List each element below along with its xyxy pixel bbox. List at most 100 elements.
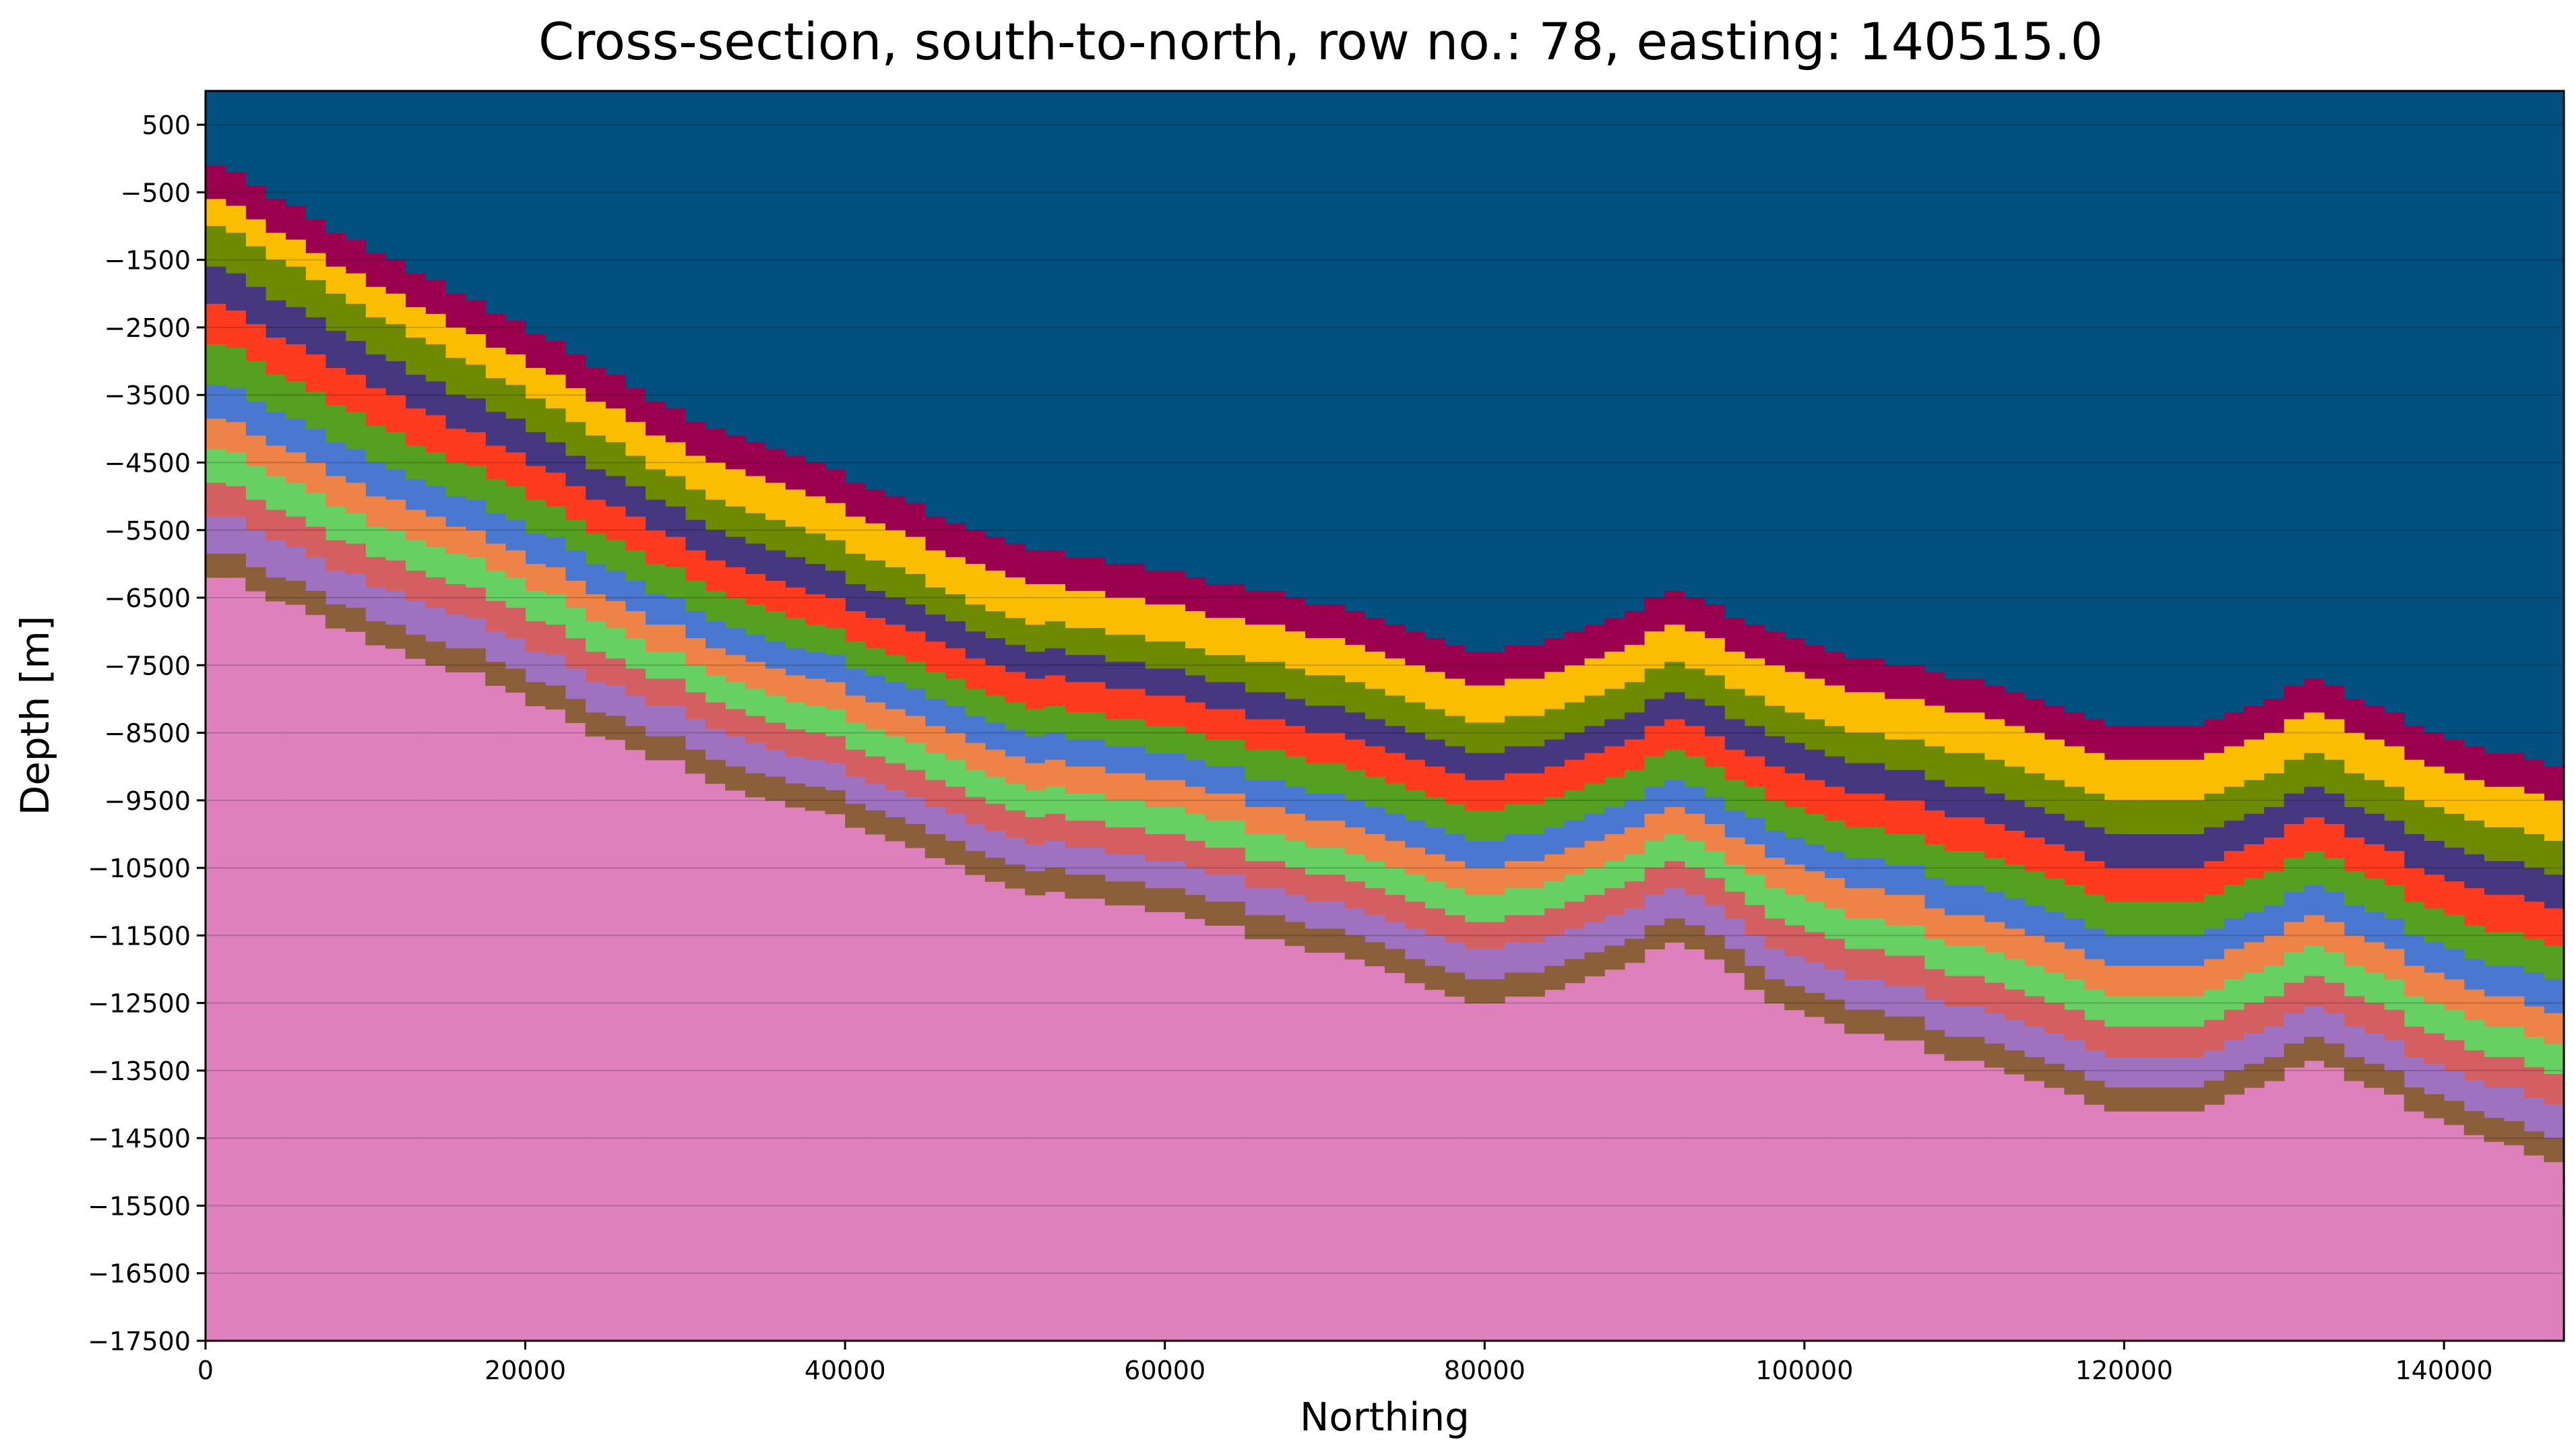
layer-8-column (585, 594, 606, 622)
layer-8-column (1104, 773, 1126, 801)
layer-9-column (1404, 875, 1425, 902)
layer-7-column (345, 449, 366, 484)
layer-10-column (2463, 1050, 2484, 1081)
layer-6-column (645, 563, 666, 595)
layer-4-column (2084, 827, 2105, 862)
layer-2-column (1065, 591, 1086, 629)
layer-12-column (1944, 1036, 1965, 1061)
layer-6-column (225, 348, 246, 389)
basement-column (245, 591, 266, 1341)
layer-3-column (1364, 689, 1385, 720)
layer-6-column (1085, 712, 1106, 740)
layer-11-column (2463, 1080, 2484, 1112)
layer-1-column (865, 489, 886, 524)
layer-10-column (1804, 932, 1825, 963)
layer-9-column (705, 675, 726, 703)
layer-5-column (2504, 895, 2525, 932)
layer-10-column (1185, 841, 1205, 868)
layer-7-column (305, 429, 326, 464)
layer-10-column (825, 736, 846, 764)
layer-8-column (2304, 915, 2325, 947)
layer-5-column (625, 516, 646, 551)
layer-11-column (1145, 861, 1166, 889)
layer-9-column (1704, 851, 1725, 879)
layer-7-column (2104, 935, 2125, 967)
layer-11-column (965, 823, 986, 852)
layer-4-column (1224, 682, 1245, 710)
layer-10-column (285, 516, 306, 548)
layer-7-column (2544, 979, 2565, 1014)
layer-3-column (905, 573, 926, 605)
layer-8-column (385, 499, 406, 531)
layer-11 (206, 516, 2565, 1139)
layer-6-column (865, 648, 886, 676)
layer-4-column (1444, 746, 1466, 774)
layer-4-column (425, 381, 446, 416)
layer-9-column (2304, 945, 2325, 977)
layer-12-column (225, 553, 246, 578)
layer-2-column (585, 402, 606, 436)
layer-3-column (1104, 635, 1126, 662)
layer-3-column (425, 344, 446, 382)
layer-10-column (1724, 891, 1745, 919)
layer-11-column (1684, 895, 1705, 926)
layer-9-column (805, 705, 826, 734)
layer-6-column (2384, 885, 2405, 919)
layer-7-column (325, 442, 346, 477)
layer-12-column (805, 786, 826, 811)
layer-8-column (325, 476, 346, 507)
layer-4-column (2124, 833, 2145, 868)
basement-column (2104, 1111, 2125, 1341)
layer-2-column (2144, 759, 2165, 801)
layer-4-column (2284, 793, 2305, 825)
layer-7-column (1125, 746, 1145, 774)
layer-12-column (1185, 895, 1205, 919)
basement-column (705, 783, 726, 1341)
layer-2-column (1564, 665, 1586, 703)
y-tick-label: −8500 (104, 719, 191, 749)
layer-10-column (485, 601, 506, 632)
layer-9-column (1564, 875, 1586, 902)
layer-12-column (1824, 999, 1845, 1024)
layer-1-column (1684, 598, 1705, 632)
layer-5-column (2384, 851, 2405, 885)
layer-9-column (1484, 895, 1505, 922)
layer-11-column (285, 546, 306, 581)
layer-5-column (1984, 823, 2005, 858)
layer-1-column (1145, 570, 1166, 605)
basement-column (2144, 1111, 2165, 1341)
layer-5-column (805, 594, 826, 625)
layer-7-column (1424, 827, 1445, 855)
layer-4-column (2344, 806, 2364, 838)
layer-2-column (565, 388, 586, 422)
layer-6-column (585, 533, 606, 565)
basement-column (2024, 1080, 2045, 1341)
x-tick-label: 100000 (1755, 1356, 1853, 1385)
layer-11-column (745, 742, 766, 774)
layer-9-column (1025, 790, 1046, 818)
layer-7-column (1085, 739, 1106, 767)
basement-column (1784, 1009, 1805, 1341)
layer-8 (206, 418, 2565, 1044)
layer-3-column (1385, 695, 1406, 727)
basement-column (305, 614, 326, 1341)
layer-7-column (685, 611, 706, 639)
layer-3-column (1504, 716, 1526, 747)
layer-5-column (2264, 837, 2285, 872)
layer-9-column (905, 742, 926, 771)
layer-10-column (725, 709, 746, 737)
layer-10-column (605, 658, 626, 686)
layer-2-column (1504, 678, 1526, 717)
layer-10-column (625, 668, 646, 697)
layer-6-column (785, 618, 806, 649)
layer-10-column (845, 749, 866, 778)
layer-1-column (545, 341, 566, 375)
layer-7-column (2284, 891, 2305, 922)
layer-9-column (2004, 959, 2025, 990)
layer-5-column (1005, 672, 1026, 703)
basement-column (1224, 925, 1245, 1341)
layer-8-column (1864, 888, 1885, 919)
basement-column (2344, 1080, 2364, 1341)
layer-12-column (1584, 952, 1605, 977)
layer-11-column (245, 530, 266, 568)
